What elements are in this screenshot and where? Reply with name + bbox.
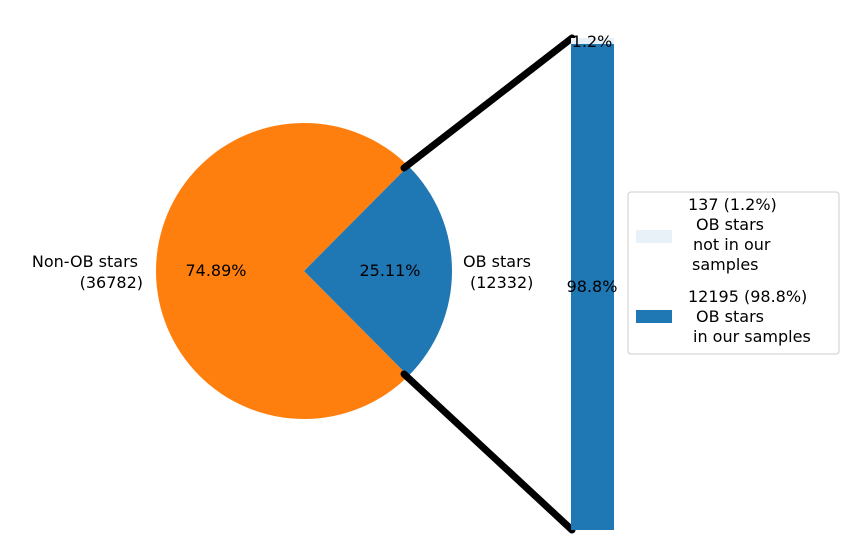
legend-swatch-in-samples (636, 310, 672, 323)
slice-label-ob-count: (12332) (470, 273, 533, 292)
legend-frame (627, 191, 840, 355)
slice-label-non-ob-count: (36782) (80, 273, 143, 292)
legend-line: not in our (693, 235, 771, 254)
slice-pct-ob: 25.11% (359, 261, 420, 280)
legend-entry-not-in-samples: 137 (1.2%) OB stars not in our samples (688, 195, 782, 274)
legend-line: samples (692, 255, 759, 274)
bar-pct-not-in-samples: 1.2% (572, 32, 613, 51)
connector-line-top (400, 34, 576, 172)
pie-slice-ob-stars (304, 165, 452, 377)
bar-labels: 98.8% 1.2% (567, 32, 618, 296)
bar-segment-not-in-samples (571, 38, 614, 44)
slice-pct-non-ob: 74.89% (185, 261, 246, 280)
connector-line-bottom (400, 370, 576, 534)
bar-pct-in-samples: 98.8% (567, 277, 618, 296)
slice-label-ob-name: OB stars (463, 252, 531, 271)
legend: 137 (1.2%) OB stars not in our samples 1… (627, 191, 840, 355)
slice-label-non-ob-name: Non-OB stars (32, 252, 138, 271)
bar-segment-in-samples (571, 43, 614, 531)
legend-line: 12195 (98.8%) (688, 287, 807, 306)
legend-entry-in-samples: 12195 (98.8%) OB stars in our samples (688, 287, 812, 346)
stacked-bar (571, 38, 614, 531)
pie-labels: Non-OB stars (36782) 74.89% OB stars (12… (32, 252, 534, 292)
legend-line: in our samples (693, 327, 811, 346)
legend-line: 137 (1.2%) (688, 195, 777, 214)
pie-chart (155, 123, 452, 420)
legend-swatch-not-in-samples (636, 230, 672, 243)
pie-slice-non-ob-stars (155, 123, 409, 420)
connector-lines (400, 34, 576, 534)
legend-line: OB stars (696, 215, 764, 234)
legend-line: OB stars (696, 307, 764, 326)
